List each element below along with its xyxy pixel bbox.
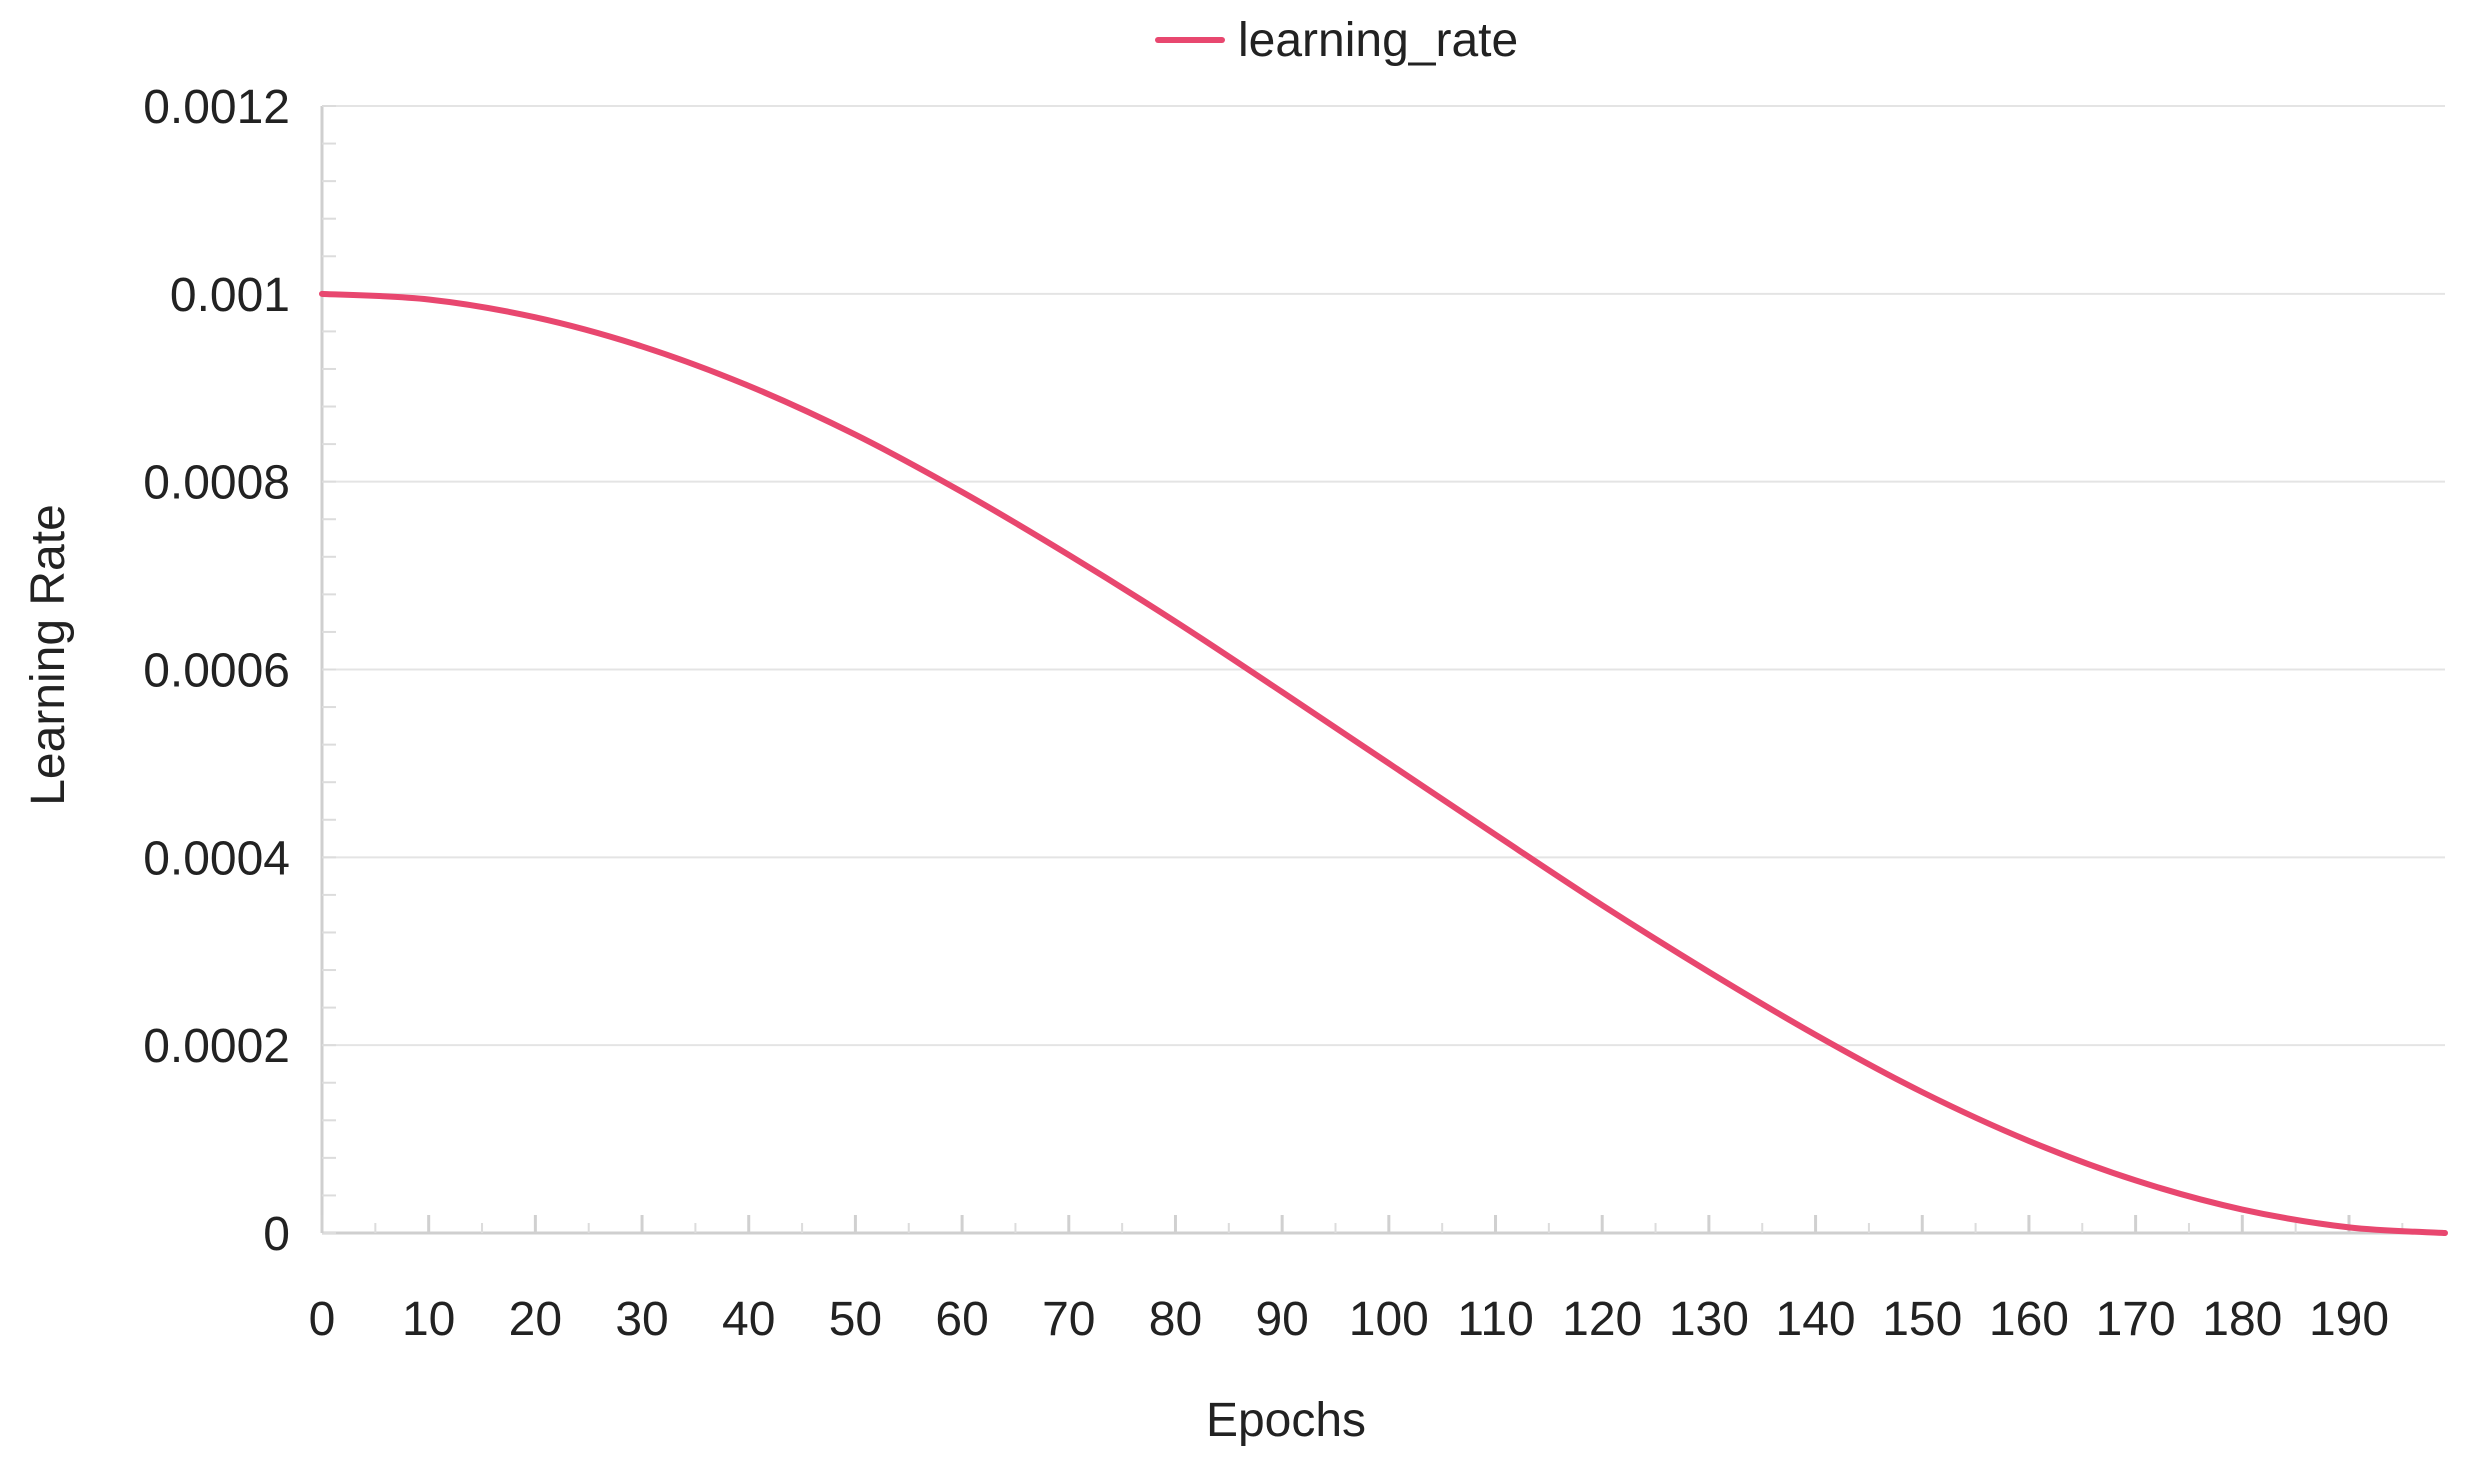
x-tick-label: 170 xyxy=(2096,1293,2176,1346)
y-tick-label: 0.0002 xyxy=(143,1020,290,1073)
legend-label-learning-rate: learning_rate xyxy=(1238,14,1518,67)
x-tick-label: 180 xyxy=(2202,1293,2282,1346)
x-tick-label: 130 xyxy=(1669,1293,1749,1346)
y-tick-label: 0.0006 xyxy=(143,645,290,698)
y-tick-label: 0.001 xyxy=(170,269,290,322)
x-tick-label: 100 xyxy=(1349,1293,1429,1346)
x-tick-label: 140 xyxy=(1776,1293,1856,1346)
x-tick-label: 120 xyxy=(1562,1293,1642,1346)
y-tick-label: 0 xyxy=(263,1208,290,1261)
y-tick-label: 0.0004 xyxy=(143,832,290,885)
x-tick-label: 0 xyxy=(309,1293,336,1346)
x-axis-title: Epochs xyxy=(1206,1394,1366,1447)
y-axis-tick-labels: 0 0.0002 0.0004 0.0006 0.0008 0.001 0.0012 xyxy=(143,81,290,1261)
series-line-learning-rate xyxy=(319,290,2448,1236)
x-tick-label: 150 xyxy=(1882,1293,1962,1346)
x-tick-label: 40 xyxy=(722,1293,775,1346)
x-tick-label: 190 xyxy=(2309,1293,2389,1346)
legend[interactable]: learning_rate xyxy=(1155,14,1518,67)
x-tick-label: 50 xyxy=(829,1293,882,1346)
x-tick-label: 60 xyxy=(935,1293,988,1346)
x-tick-label: 90 xyxy=(1255,1293,1308,1346)
gridlines xyxy=(322,105,2445,1047)
y-tick-label: 0.0012 xyxy=(143,81,290,134)
x-tick-label: 110 xyxy=(1457,1293,1534,1346)
x-tick-label: 10 xyxy=(402,1293,455,1346)
x-tick-label: 160 xyxy=(1989,1293,2069,1346)
y-tick-label: 0.0008 xyxy=(143,457,290,510)
x-tick-label: 30 xyxy=(615,1293,668,1346)
series-lines xyxy=(319,290,2448,1236)
x-tick-label: 20 xyxy=(509,1293,562,1346)
x-tick-label: 80 xyxy=(1149,1293,1202,1346)
x-tick-label: 70 xyxy=(1042,1293,1095,1346)
x-axis-tick-labels: 0 10 20 30 40 50 60 70 80 90 100 110 120 130 140 150 160… xyxy=(309,1293,2389,1346)
y-axis-title: Learning Rate xyxy=(22,504,75,806)
